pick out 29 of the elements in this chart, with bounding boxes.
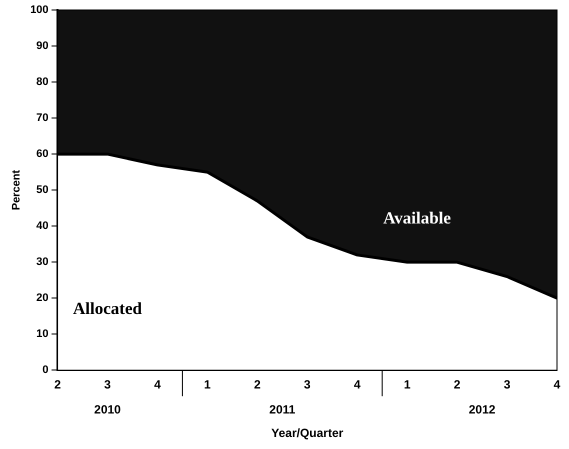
x-tick-label: 3 [304,378,311,392]
x-tick-label: 4 [554,378,561,392]
y-tick-label: 60 [36,148,49,160]
y-tick-label: 70 [36,112,49,124]
y-tick-label: 20 [36,292,49,304]
x-tick-label: 2 [54,378,62,392]
y-axis-title: Percent [10,170,23,210]
x-tick-label: 2 [254,378,261,392]
y-tick-label: 10 [36,328,49,340]
text: 2012 [468,402,496,417]
y-tick-label: 30 [36,256,49,268]
y-tick-label: 50 [36,184,49,196]
x-tick-label: 4 [354,378,361,392]
text: 2010 [94,402,122,417]
series-label: Allocated [73,299,143,318]
x-tick-label: 2 [454,378,461,392]
x-tick-label: 1 [204,378,212,392]
y-tick-label: 90 [36,40,49,52]
x-tick-label: 3 [104,378,112,392]
y-tick-label: 80 [36,76,49,88]
text: 2011 [269,402,296,417]
x-tick-label: 1 [404,378,411,392]
series-label: Available [383,208,452,228]
x-tick-label: 3 [504,378,511,392]
y-tick-label: 100 [30,4,49,16]
x-tick-label: 4 [154,378,162,392]
y-tick-label: 40 [36,220,49,232]
y-tick-label: 0 [42,364,49,376]
x-axis-title: Year/Quarter [271,426,344,440]
